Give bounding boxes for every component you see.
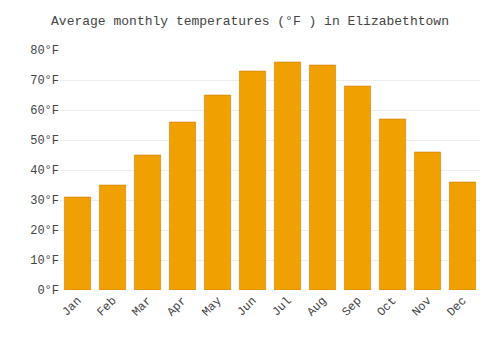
svg-text:Sep: Sep bbox=[339, 294, 364, 319]
svg-text:40°F: 40°F bbox=[30, 164, 59, 178]
svg-text:30°F: 30°F bbox=[30, 194, 59, 208]
svg-text:Apr: Apr bbox=[164, 294, 189, 319]
svg-text:10°F: 10°F bbox=[30, 254, 59, 268]
svg-text:Mar: Mar bbox=[129, 294, 154, 319]
svg-text:Dec: Dec bbox=[444, 294, 469, 319]
svg-text:50°F: 50°F bbox=[30, 134, 59, 148]
svg-text:Aug: Aug bbox=[304, 294, 329, 319]
svg-text:May: May bbox=[199, 294, 224, 319]
svg-text:80°F: 80°F bbox=[30, 44, 59, 58]
svg-text:Oct: Oct bbox=[374, 294, 399, 319]
svg-text:Nov: Nov bbox=[409, 294, 434, 319]
svg-text:20°F: 20°F bbox=[30, 224, 59, 238]
svg-text:Jul: Jul bbox=[269, 294, 294, 319]
svg-text:Average monthly temperatures (: Average monthly temperatures (°F ) in El… bbox=[51, 14, 449, 29]
svg-text:Feb: Feb bbox=[94, 294, 119, 319]
svg-text:60°F: 60°F bbox=[30, 104, 59, 118]
svg-text:0°F: 0°F bbox=[37, 284, 59, 298]
svg-text:Jun: Jun bbox=[234, 294, 259, 319]
svg-text:70°F: 70°F bbox=[30, 74, 59, 88]
svg-text:Jan: Jan bbox=[59, 294, 84, 319]
